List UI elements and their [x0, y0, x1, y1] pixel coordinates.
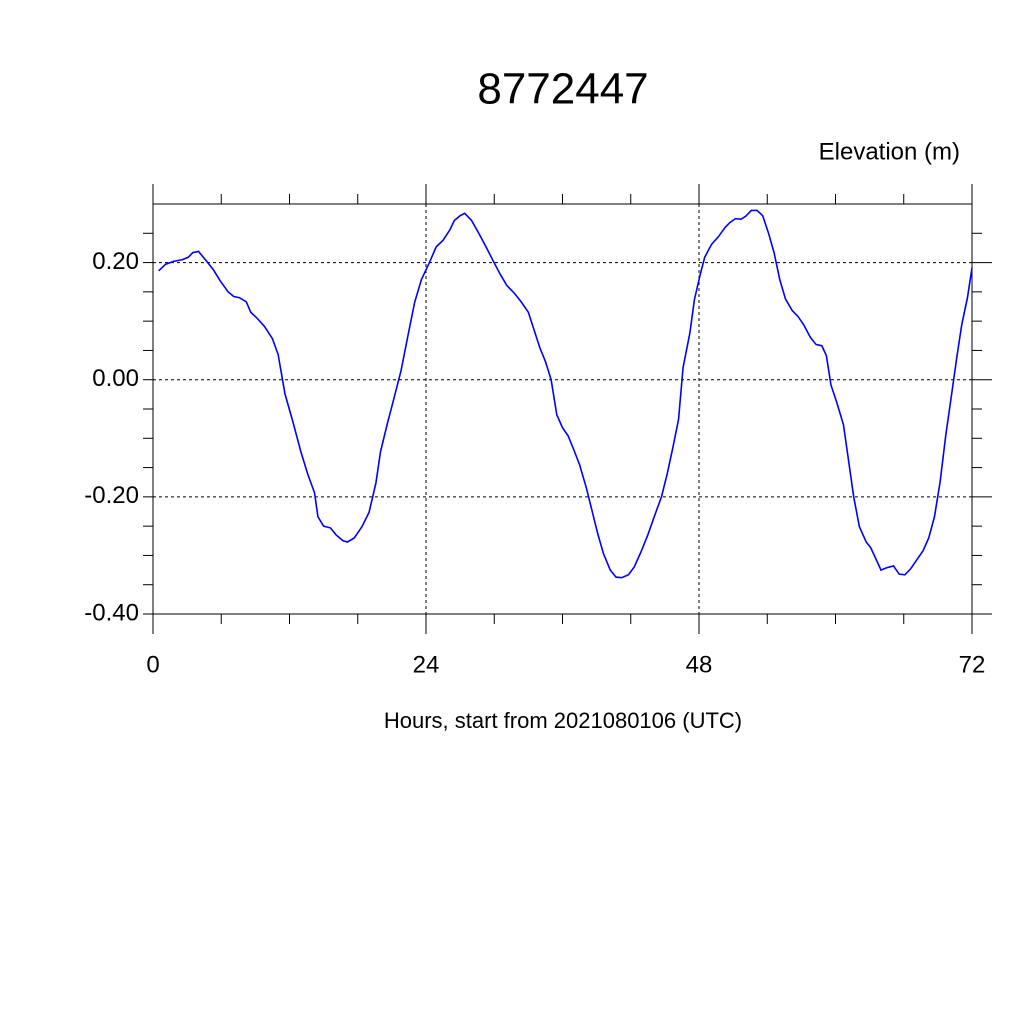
chart-title: 8772447 — [477, 65, 648, 114]
y-tick-label: -0.40 — [84, 599, 139, 626]
y-tick-label: -0.20 — [84, 482, 139, 509]
y-tick-label: 0.20 — [92, 248, 139, 275]
x-axis-label: Hours, start from 2021080106 (UTC) — [384, 708, 742, 733]
x-tick-label: 72 — [959, 651, 986, 678]
plot-frame — [152, 203, 973, 615]
y-axis-label: Elevation (m) — [819, 138, 960, 165]
y-tick-label: 0.00 — [92, 365, 139, 392]
x-tick-label: 24 — [413, 651, 440, 678]
x-tick-label: 0 — [146, 651, 159, 678]
data-line — [158, 209, 973, 579]
x-tick-label: 48 — [686, 651, 713, 678]
